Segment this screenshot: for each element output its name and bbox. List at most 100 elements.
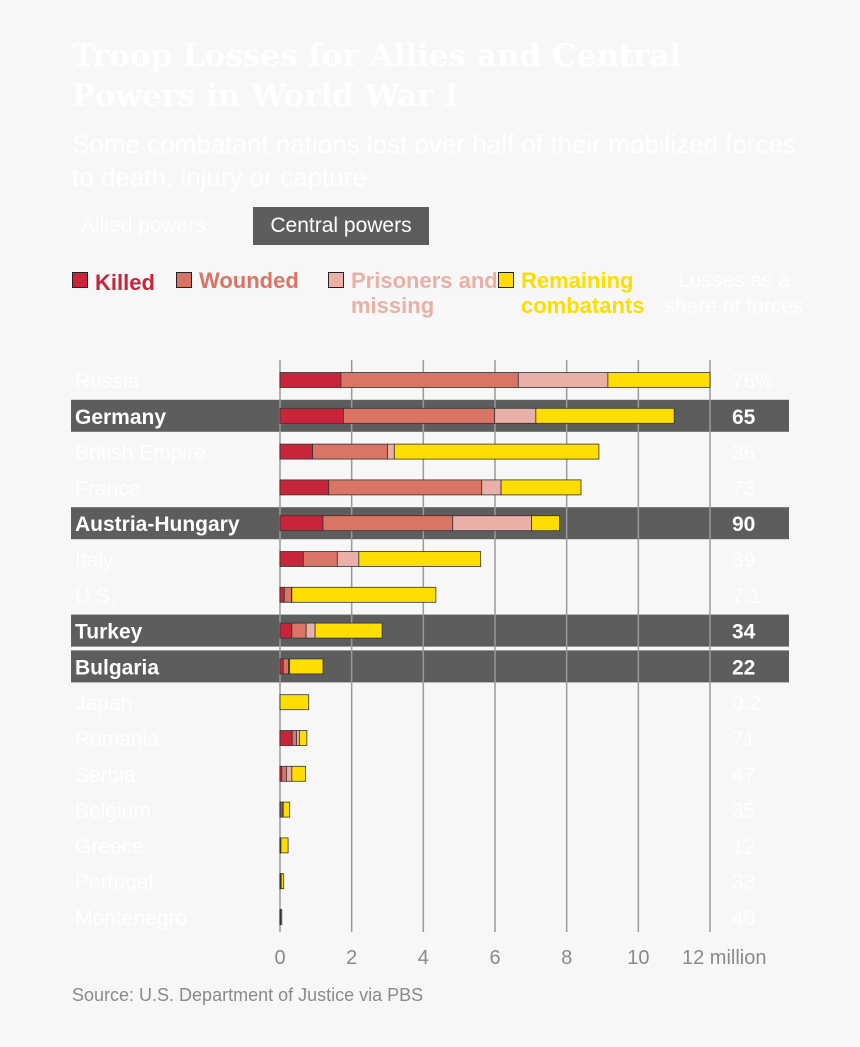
bar-segment-killed (279, 586, 285, 603)
legend-prisoners-swatch (328, 272, 344, 288)
bar-segment-wounded (283, 586, 292, 603)
legend-share-header: Losses as a share of forces (664, 269, 804, 318)
bar-segment-killed (279, 443, 314, 460)
legend-killed-label: Killed (95, 270, 155, 295)
bar-segment-wounded (291, 730, 297, 746)
bar-segment-killed (279, 551, 304, 567)
country-label: France (75, 477, 140, 500)
bar-segment-killed (279, 658, 284, 675)
bar-segment-prisoners (336, 551, 360, 567)
share-label: 35 (732, 800, 755, 823)
chart-subtitle: Some combatant nations lost over half of… (72, 129, 797, 192)
share-label: 22 (732, 656, 755, 679)
x-tick-label: 0 (274, 947, 285, 969)
country-label: Germany (75, 406, 166, 429)
bar-segment-remaining (535, 407, 675, 424)
share-label: 0.2 (732, 692, 761, 715)
country-label: Bulgaria (75, 656, 159, 679)
country-label: Japan (75, 692, 132, 715)
bar-segment-wounded (322, 515, 454, 532)
x-tick-label: 6 (489, 947, 500, 969)
share-label: 65 (732, 406, 756, 429)
country-label: Serbia (75, 764, 136, 787)
x-tick-label: 8 (561, 947, 572, 969)
share-label: 40 (732, 907, 755, 930)
country-label: U.S. (75, 585, 116, 608)
toggle-allied-powers[interactable]: Allied powers (71, 207, 216, 245)
bar-segment-remaining (291, 765, 306, 782)
highlight-band (71, 650, 789, 683)
bar-segment-remaining (279, 694, 310, 711)
share-label: 36 (732, 442, 755, 465)
country-label: Italy (75, 549, 114, 572)
bar-segment-remaining (393, 443, 600, 460)
bar-segment-killed (279, 730, 293, 746)
chart-title: Troop Losses for Allies and Central Powe… (72, 38, 682, 114)
bar-segment-remaining (289, 658, 324, 675)
country-label: Montenegro (75, 907, 187, 930)
bar-segment-prisoners (452, 515, 532, 532)
share-label: 34 (732, 621, 756, 644)
x-tick-label: 4 (418, 947, 429, 969)
bar-segment-remaining (531, 515, 560, 532)
x-tick-label: 12 million (682, 947, 766, 969)
bar-segment-wounded (340, 372, 519, 388)
share-label: 12 (732, 835, 755, 858)
bar-segment-killed (279, 515, 324, 532)
country-label: Portugal (75, 871, 153, 894)
bar-segment-remaining (280, 873, 285, 890)
bar-segment-killed (279, 479, 330, 496)
country-label: Turkey (75, 621, 143, 644)
share-label: 47 (732, 764, 755, 787)
bar-segment-killed (279, 622, 293, 639)
country-label: Romania (75, 728, 159, 751)
bar-segment-wounded (312, 443, 388, 460)
bar-segment-remaining (607, 372, 711, 388)
legend-wounded-label: Wounded (199, 268, 299, 293)
bar-segment-killed (279, 372, 342, 388)
bar-segment-wounded (281, 765, 287, 782)
bar-segment-remaining (280, 837, 289, 854)
bar-segment-wounded (291, 622, 307, 639)
bar-segment-wounded (302, 551, 338, 567)
bar-segment-prisoners (387, 443, 395, 460)
legend-remaining-swatch (498, 272, 514, 288)
bar-segment-remaining (291, 586, 437, 603)
highlight-band (71, 614, 789, 647)
bar-segment-remaining (358, 551, 482, 567)
x-tick-label: 2 (346, 947, 357, 969)
bar-segment-prisoners (305, 622, 316, 639)
bar-segment-wounded (343, 407, 496, 424)
legend-remaining-label: Remaining combatants (521, 268, 645, 318)
bar-segment-remaining (298, 730, 308, 746)
bar-segment-wounded (282, 658, 290, 675)
country-label: Belgium (75, 800, 151, 823)
country-label: Greece (75, 835, 144, 858)
x-tick-label: 10 (627, 947, 649, 969)
legend-wounded-swatch (176, 272, 192, 288)
bar-segment-remaining (282, 801, 291, 818)
bar-segment-prisoners (481, 479, 502, 496)
share-label: 90 (732, 513, 755, 536)
share-label: 73 (732, 477, 755, 500)
country-label: Russia (75, 370, 140, 393)
share-label: 33 (732, 871, 755, 894)
bar-segment-prisoners (286, 765, 293, 782)
legend-killed-swatch (72, 272, 88, 288)
country-label: British Empire (75, 442, 206, 465)
share-label: 39 (732, 549, 755, 572)
bar-segment-remaining (314, 622, 383, 639)
share-label: 71 (732, 728, 755, 751)
bar-segment-prisoners (296, 730, 300, 746)
source-note: Source: U.S. Department of Justice via P… (72, 985, 424, 1005)
bar-segment-remaining (500, 479, 582, 496)
bar-segment-remaining (280, 909, 283, 925)
legend-prisoners-label: Prisoners and missing (351, 268, 498, 318)
bar-segment-prisoners (517, 372, 609, 388)
toggle-central-powers[interactable]: Central powers (253, 207, 429, 245)
country-label: Austria-Hungary (75, 513, 240, 536)
share-label: 76% (732, 370, 774, 393)
bar-segment-killed (279, 407, 344, 424)
bar-segment-prisoners (494, 407, 537, 424)
